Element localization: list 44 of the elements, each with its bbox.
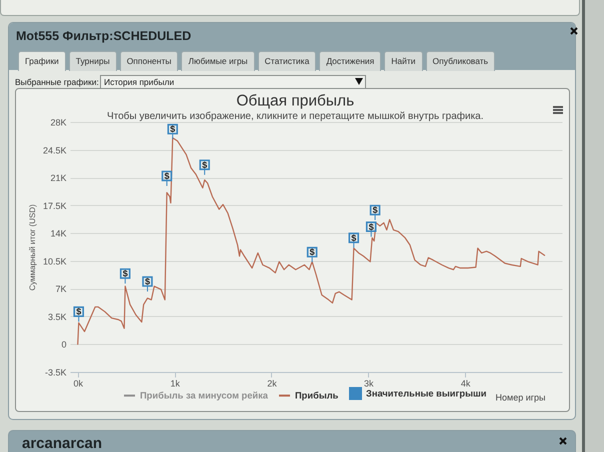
x-axis-title: Номер игры: [496, 392, 546, 402]
x-tick-label: 1k: [170, 378, 180, 388]
y-tick-label: 17.5K: [42, 200, 66, 211]
x-tick-label: 2k: [267, 378, 278, 388]
legend-label: Значительные выигрыши: [366, 388, 487, 398]
y-tick-label: 0: [61, 340, 66, 350]
data-label: $: [368, 222, 374, 232]
text: Найти: [384, 51, 423, 71]
data-label: $: [170, 124, 176, 134]
text: Графики: [18, 51, 66, 71]
y-tick-label: 28K: [50, 118, 66, 128]
data-label: $: [351, 232, 356, 243]
data-label: $: [310, 247, 315, 258]
text: Выбранные графики:: [15, 77, 99, 87]
y-tick-label: 7K: [55, 284, 66, 294]
chart-subtitle: Чтобы увеличить изображение, кликните и перетащите мышкой внутрь графика.: [106, 111, 484, 122]
text: Опубликовать: [426, 51, 496, 71]
x-tick-label: 3k: [364, 378, 374, 388]
text: arcanarcan: [22, 435, 102, 452]
x-tick-label: 4k: [460, 378, 471, 388]
legend-label: Прибыль за минусом рейка: [140, 390, 269, 401]
x-tick-label: 0k: [73, 378, 84, 388]
y-tick-label: 14K: [50, 228, 66, 239]
y-tick-label: 21K: [50, 173, 66, 184]
y-tick-label: 10.5K: [42, 256, 66, 266]
data-label: $: [76, 306, 82, 317]
y-tick-label: 24.5K: [42, 145, 66, 156]
chart-title: Общая прибыль: [236, 92, 354, 110]
text: Турниры: [68, 51, 117, 71]
data-label: $: [202, 160, 208, 170]
text: Статистика: [258, 51, 316, 71]
y-axis-title: Суммарный итог (USD): [28, 204, 37, 291]
y-tick-label: 3.5K: [48, 312, 66, 322]
data-label: $: [122, 268, 128, 279]
text: Любимые игры: [181, 51, 255, 71]
data-label: $: [144, 276, 150, 287]
text: Mot555 Фильтр:SCHEDULED: [16, 29, 192, 43]
text: Оппоненты: [120, 51, 178, 71]
legend-label: Прибыль: [295, 390, 339, 401]
text: История прибыли: [104, 77, 174, 87]
text: Достижения: [319, 51, 382, 71]
data-label: $: [164, 170, 170, 181]
y-tick-label: -3.5K: [44, 368, 66, 378]
data-label: $: [372, 205, 378, 216]
